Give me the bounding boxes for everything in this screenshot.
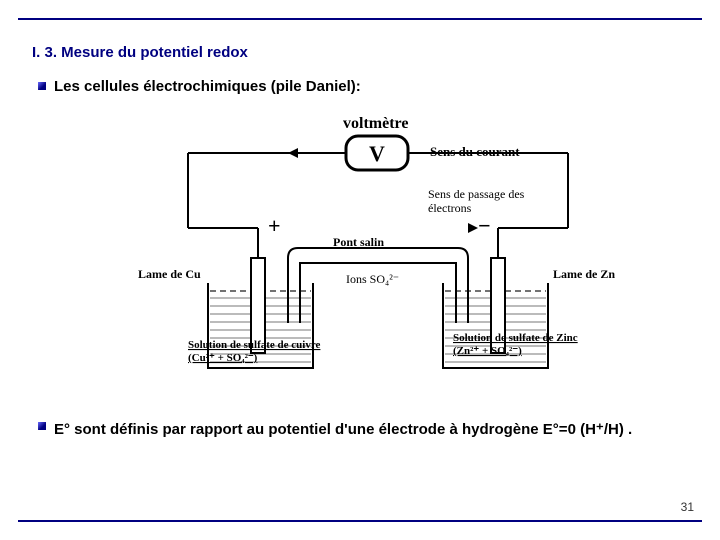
plus-sign: +: [268, 213, 281, 238]
daniell-cell-diagram: voltmètre V Sens du courant Sens de pass…: [128, 108, 628, 388]
electron-direction-label-l1: Sens de passage des: [428, 187, 525, 201]
left-solution-label-l1: Solution de sulfate de cuivre: [188, 339, 321, 351]
section-title: I. 3. Mesure du potentiel redox: [32, 44, 248, 61]
right-solution-label-l2: (Zn²⁺ + SO₄²⁻): [453, 345, 522, 357]
salt-bridge-label: Pont salin: [333, 235, 384, 249]
electron-arrow-icon: [468, 223, 478, 233]
subtitle: Les cellules électrochimiques (pile Dani…: [54, 78, 361, 95]
slide-frame: I. 3. Mesure du potentiel redox Les cell…: [18, 18, 702, 522]
current-direction-label: Sens du courant: [430, 144, 520, 159]
right-solution-label-l1: Solution de sulfate de Zinc: [453, 332, 578, 344]
voltmeter-letter: V: [369, 141, 385, 166]
footer-definition: E° sont définis par rapport au potentiel…: [18, 420, 692, 440]
right-electrode-label: Lame de Zn: [553, 267, 615, 281]
electron-direction-label-l2: électrons: [428, 201, 472, 215]
bridge-ions-label: Ions SO₄²⁻: [346, 272, 399, 286]
page-number: 31: [681, 500, 694, 514]
minus-sign: −: [478, 213, 491, 238]
current-arrow-icon: [288, 148, 298, 158]
voltmeter-label: voltmètre: [343, 115, 408, 132]
left-solution-label-l2: (Cu²⁺ + SO₄²⁻): [188, 352, 258, 364]
left-electrode-label: Lame de Cu: [138, 267, 201, 281]
bullet-icon: [38, 82, 46, 90]
